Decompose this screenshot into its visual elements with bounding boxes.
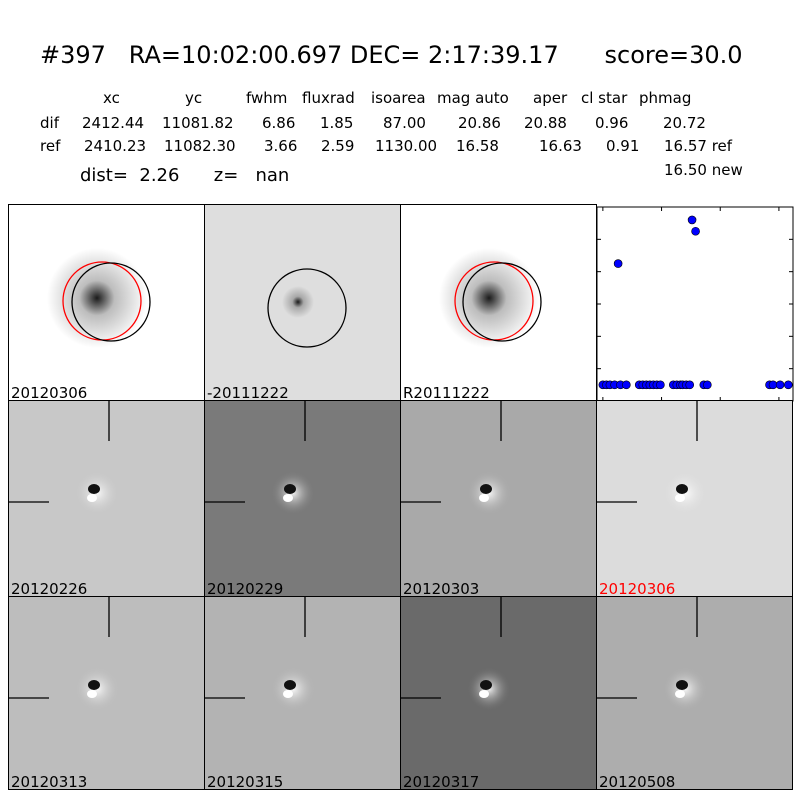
col-header-cl-star: cl star — [581, 89, 628, 107]
stamp-panel: 20120317 — [400, 596, 597, 790]
dif-yc: 11081.82 — [162, 114, 234, 132]
stamp-image — [401, 597, 596, 789]
ref-fwhm: 3.66 — [264, 137, 298, 155]
dif-aperture-circle — [267, 268, 347, 348]
star-blob — [439, 248, 539, 348]
source-bright-lobe — [675, 494, 685, 502]
ref-mag-auto: 16.58 — [456, 137, 499, 155]
ref-aper: 16.63 — [539, 137, 582, 155]
dif-cl-star: 0.96 — [595, 114, 629, 132]
phmag-new: 16.50 new — [664, 161, 743, 179]
stamp-panel: 20120226 — [8, 400, 205, 597]
stamp-date-label: 20120306 — [599, 580, 676, 597]
stamp-image — [597, 401, 792, 596]
stamp-date-label: 20120303 — [403, 580, 480, 597]
data-point — [687, 215, 697, 225]
dif-fwhm: 6.86 — [262, 114, 296, 132]
ref-xc: 2410.23 — [84, 137, 147, 155]
dif-mag-auto: 20.86 — [458, 114, 501, 132]
stamp-date-label: 20120508 — [599, 773, 676, 790]
source-dark-core — [676, 680, 688, 690]
stamp-image — [9, 401, 204, 596]
source-bright-lobe — [675, 690, 685, 698]
dif-aperture-circle — [462, 262, 542, 342]
image-panel-new: 20120306 — [8, 204, 205, 401]
dist-z-line: dist= 2.26 z= nan — [80, 165, 290, 186]
row-label-ref: ref — [40, 137, 61, 155]
image-diff-svg — [205, 205, 400, 400]
stamp-panel: 20120229 — [204, 400, 401, 597]
stamp-panel: 20120306 — [596, 400, 793, 597]
panel-label: 20120306 — [11, 384, 88, 401]
stamp-date-label: 20120229 — [207, 580, 284, 597]
data-point — [775, 380, 785, 390]
data-point — [703, 380, 712, 390]
image-panel-reference: R20111222 — [400, 204, 597, 401]
light-curve-chart: 20212223242526050100150 — [596, 206, 794, 422]
dif-aper: 20.88 — [524, 114, 567, 132]
source-bright-lobe — [87, 690, 97, 698]
stamp-date-label: 20120226 — [11, 580, 88, 597]
star-blob — [282, 286, 314, 318]
stamp-image — [205, 597, 400, 789]
stamp-image — [9, 597, 204, 789]
col-header-aper: aper — [533, 89, 568, 107]
stamp-panel: 20120303 — [400, 400, 597, 597]
stamp-panel: 20120313 — [8, 596, 205, 790]
row-label-dif: dif — [40, 114, 59, 132]
image-reference-svg — [401, 205, 596, 400]
col-header-xc: xc — [103, 89, 120, 107]
panel-label: -20111222 — [207, 384, 289, 401]
source-bright-lobe — [87, 494, 97, 502]
ref-phmag: 16.57 ref — [664, 137, 733, 155]
source-bright-lobe — [479, 494, 489, 502]
source-dark-core — [480, 484, 492, 494]
source-dark-core — [284, 484, 296, 494]
data-point — [784, 380, 793, 390]
stamp-date-label: 20120315 — [207, 773, 284, 790]
data-point — [685, 380, 695, 390]
stamp-panel: 20120315 — [204, 596, 401, 790]
col-header-phmag: phmag — [639, 89, 692, 107]
col-header-isoarea: isoarea — [371, 89, 426, 107]
dif-phmag: 20.72 — [663, 114, 706, 132]
source-dark-core — [284, 680, 296, 690]
dif-fluxrad: 1.85 — [320, 114, 354, 132]
dif-aperture-circle — [71, 262, 151, 342]
page-title: #397 RA=10:02:00.697 DEC= 2:17:39.17 sco… — [40, 41, 743, 69]
plot-area — [596, 206, 794, 402]
col-header-fluxrad: fluxrad — [302, 89, 355, 107]
ref-cl-star: 0.91 — [606, 137, 640, 155]
ref-isoarea: 1130.00 — [375, 137, 438, 155]
source-dark-core — [480, 680, 492, 690]
data-point — [613, 259, 623, 268]
stamp-image — [401, 401, 596, 596]
stamp-panel: 20120508 — [596, 596, 793, 790]
image-new-svg — [9, 205, 204, 400]
ref-fluxrad: 2.59 — [321, 137, 355, 155]
stamp-image — [597, 597, 792, 789]
source-dark-core — [88, 680, 100, 690]
ref-yc: 11082.30 — [164, 137, 236, 155]
col-header-fwhm: fwhm — [246, 89, 288, 107]
source-bright-lobe — [283, 494, 293, 502]
stamp-date-label: 20120313 — [11, 773, 88, 790]
data-point — [656, 380, 665, 390]
col-header-yc: yc — [185, 89, 203, 107]
image-panel-diff: -20111222 — [204, 204, 401, 401]
source-bright-lobe — [283, 690, 293, 698]
dif-xc: 2412.44 — [82, 114, 145, 132]
source-bright-lobe — [479, 690, 489, 698]
star-blob — [47, 248, 147, 348]
data-point — [691, 226, 700, 236]
source-dark-core — [676, 484, 688, 494]
panel-label: R20111222 — [403, 384, 490, 401]
stamp-date-label: 20120317 — [403, 773, 480, 790]
source-dark-core — [88, 484, 100, 494]
stamp-image — [205, 401, 400, 596]
dif-isoarea: 87.00 — [383, 114, 426, 132]
data-point — [622, 380, 631, 390]
col-header-mag-auto: mag auto — [437, 89, 509, 107]
